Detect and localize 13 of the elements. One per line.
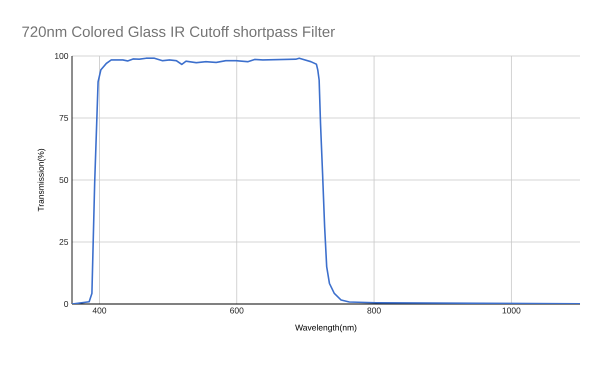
chart-title: 720nm Colored Glass IR Cutoff shortpass Filter bbox=[22, 26, 335, 40]
x-tick-label: 400 bbox=[92, 308, 106, 314]
x-axis-title: Wavelength(nm) bbox=[295, 324, 356, 332]
y-tick-label: 0 bbox=[64, 301, 68, 307]
line-series bbox=[72, 57, 580, 304]
y-tick-label: 100 bbox=[55, 53, 68, 59]
y-tick-label: 50 bbox=[59, 177, 68, 183]
x-tick-label: 800 bbox=[367, 308, 381, 314]
x-tick-label: 600 bbox=[230, 308, 244, 314]
y-tick-label: 25 bbox=[59, 239, 68, 245]
x-tick-label: 1000 bbox=[502, 308, 520, 314]
y-axis-title: Transmission(%) bbox=[38, 148, 46, 212]
y-tick-label: 75 bbox=[60, 115, 68, 121]
